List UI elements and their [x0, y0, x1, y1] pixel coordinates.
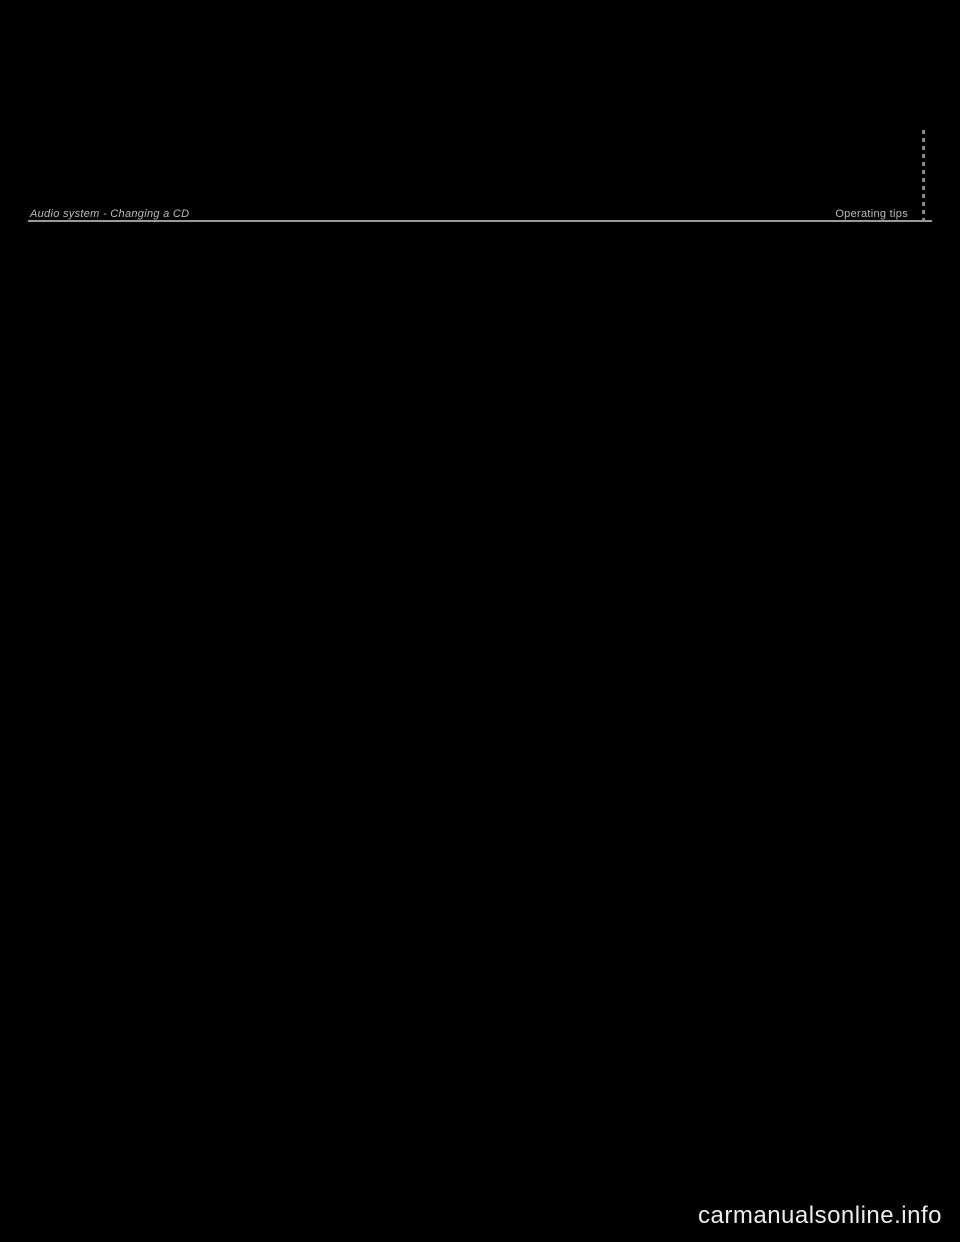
header-left-label: Audio system - Changing a CD: [30, 208, 189, 220]
header-right-label: Operating tips: [835, 208, 908, 220]
header-divider: [28, 220, 932, 222]
header-tick-mark: [922, 130, 925, 220]
page-header: Audio system - Changing a CD Operating t…: [0, 0, 960, 230]
watermark-text: carmanualsonline.info: [698, 1202, 942, 1230]
document-page: Audio system - Changing a CD Operating t…: [0, 0, 960, 1242]
